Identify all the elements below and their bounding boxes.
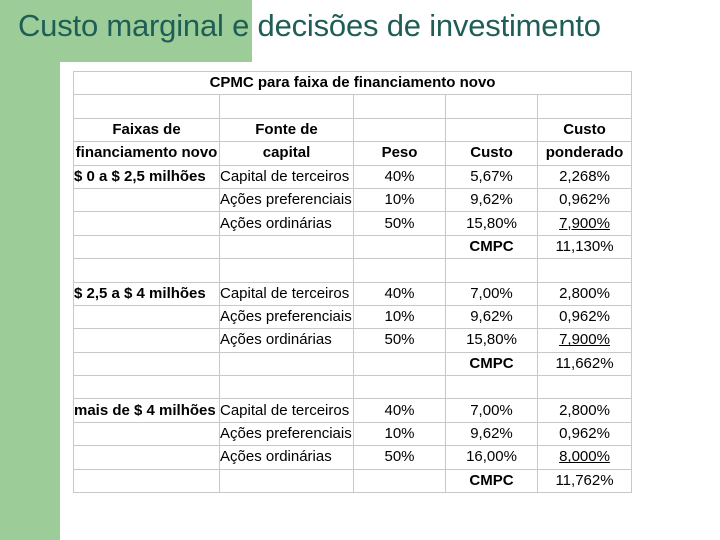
source-cell: Ações preferenciais <box>219 421 354 447</box>
header-faixas-line2: financiamento novo <box>73 141 220 166</box>
header-faixas-line1: Faixas de <box>73 117 220 143</box>
table-row: Ações ordinárias 50% 15,80% 7,900% <box>73 211 633 236</box>
peso-cell: 10% <box>353 187 446 213</box>
table-title-row: CPMC para faixa de financiamento novo <box>72 70 633 96</box>
range-label: $ 0 a $ 2,5 milhões <box>73 164 220 189</box>
spreadsheet-table: CPMC para faixa de financiamento novo Fa… <box>72 70 633 494</box>
cmpc-row: CMPC 11,130% <box>73 234 633 260</box>
peso-cell: 50% <box>353 211 446 236</box>
title-accent-band <box>0 0 252 62</box>
source-cell: Ações preferenciais <box>219 304 354 330</box>
custo-cell: 16,00% <box>445 445 538 470</box>
ponderado-cell: 2,800% <box>536 281 633 306</box>
cmpc-value: 11,662% <box>536 351 633 377</box>
table-row: Ações preferenciais 10% 9,62% 0,962% <box>73 304 633 330</box>
ponderado-cell: 0,962% <box>536 421 633 447</box>
custo-cell: 5,67% <box>445 164 538 189</box>
header-fonte-line2: capital <box>219 141 354 166</box>
cmpc-value: 11,130% <box>536 234 633 260</box>
cmpc-value: 11,762% <box>536 468 633 494</box>
custo-cell: 15,80% <box>445 328 538 353</box>
range-label: mais de $ 4 milhões <box>73 398 220 423</box>
table-row: mais de $ 4 milhões Capital de terceiros… <box>73 398 633 423</box>
source-cell: Ações ordinárias <box>219 328 354 353</box>
peso-cell: 40% <box>353 398 446 423</box>
ponderado-cell: 0,962% <box>536 304 633 330</box>
source-cell: Ações ordinárias <box>219 445 354 470</box>
header-fonte-line1: Fonte de <box>219 117 354 143</box>
table-title: CPMC para faixa de financiamento novo <box>72 70 633 96</box>
header-row-1: Faixas de Fonte de Custo <box>73 117 633 143</box>
table-row: Ações preferenciais 10% 9,62% 0,962% <box>73 421 633 447</box>
peso-cell: 40% <box>353 281 446 306</box>
custo-cell: 7,00% <box>445 281 538 306</box>
ponderado-cell: 7,900% <box>559 331 610 349</box>
custo-cell: 9,62% <box>445 187 538 213</box>
peso-cell: 10% <box>353 421 446 447</box>
peso-cell: 10% <box>353 304 446 330</box>
peso-cell: 50% <box>353 445 446 470</box>
source-cell: Capital de terceiros <box>219 281 354 306</box>
peso-cell: 40% <box>353 164 446 189</box>
custo-cell: 15,80% <box>445 211 538 236</box>
table-row: Ações ordinárias 50% 16,00% 8,000% <box>73 445 633 470</box>
cmpc-label: CMPC <box>445 351 538 377</box>
header-custo: Custo <box>445 141 538 166</box>
blank-row <box>73 375 633 400</box>
cmpc-row: CMPC 11,762% <box>73 468 633 494</box>
custo-cell: 9,62% <box>445 304 538 330</box>
header-row-2: financiamento novo capital Peso Custo po… <box>73 141 633 166</box>
left-accent-bar <box>0 0 60 540</box>
header-peso: Peso <box>353 141 446 166</box>
header-ponderado-line1: Custo <box>536 117 633 143</box>
table-row: $ 0 a $ 2,5 milhões Capital de terceiros… <box>73 164 633 189</box>
source-cell: Ações preferenciais <box>219 187 354 213</box>
blank-row <box>73 94 633 119</box>
slide-title: Custo marginal e decisões de investiment… <box>18 8 601 43</box>
table-row: $ 2,5 a $ 4 milhões Capital de terceiros… <box>73 281 633 306</box>
table-row: Ações preferenciais 10% 9,62% 0,962% <box>73 187 633 213</box>
custo-cell: 9,62% <box>445 421 538 447</box>
cmpc-label: CMPC <box>445 468 538 494</box>
cmpc-label: CMPC <box>445 234 538 260</box>
blank-row <box>73 258 633 283</box>
source-cell: Capital de terceiros <box>219 398 354 423</box>
source-cell: Ações ordinárias <box>219 211 354 236</box>
ponderado-cell: 2,800% <box>536 398 633 423</box>
source-cell: Capital de terceiros <box>219 164 354 189</box>
ponderado-cell: 8,000% <box>559 448 610 466</box>
ponderado-cell: 0,962% <box>536 187 633 213</box>
cmpc-row: CMPC 11,662% <box>73 351 633 377</box>
ponderado-cell: 7,900% <box>559 214 610 232</box>
table-row: Ações ordinárias 50% 15,80% 7,900% <box>73 328 633 353</box>
custo-cell: 7,00% <box>445 398 538 423</box>
ponderado-cell: 2,268% <box>536 164 633 189</box>
header-ponderado-line2: ponderado <box>536 141 633 166</box>
range-label: $ 2,5 a $ 4 milhões <box>73 281 220 306</box>
peso-cell: 50% <box>353 328 446 353</box>
